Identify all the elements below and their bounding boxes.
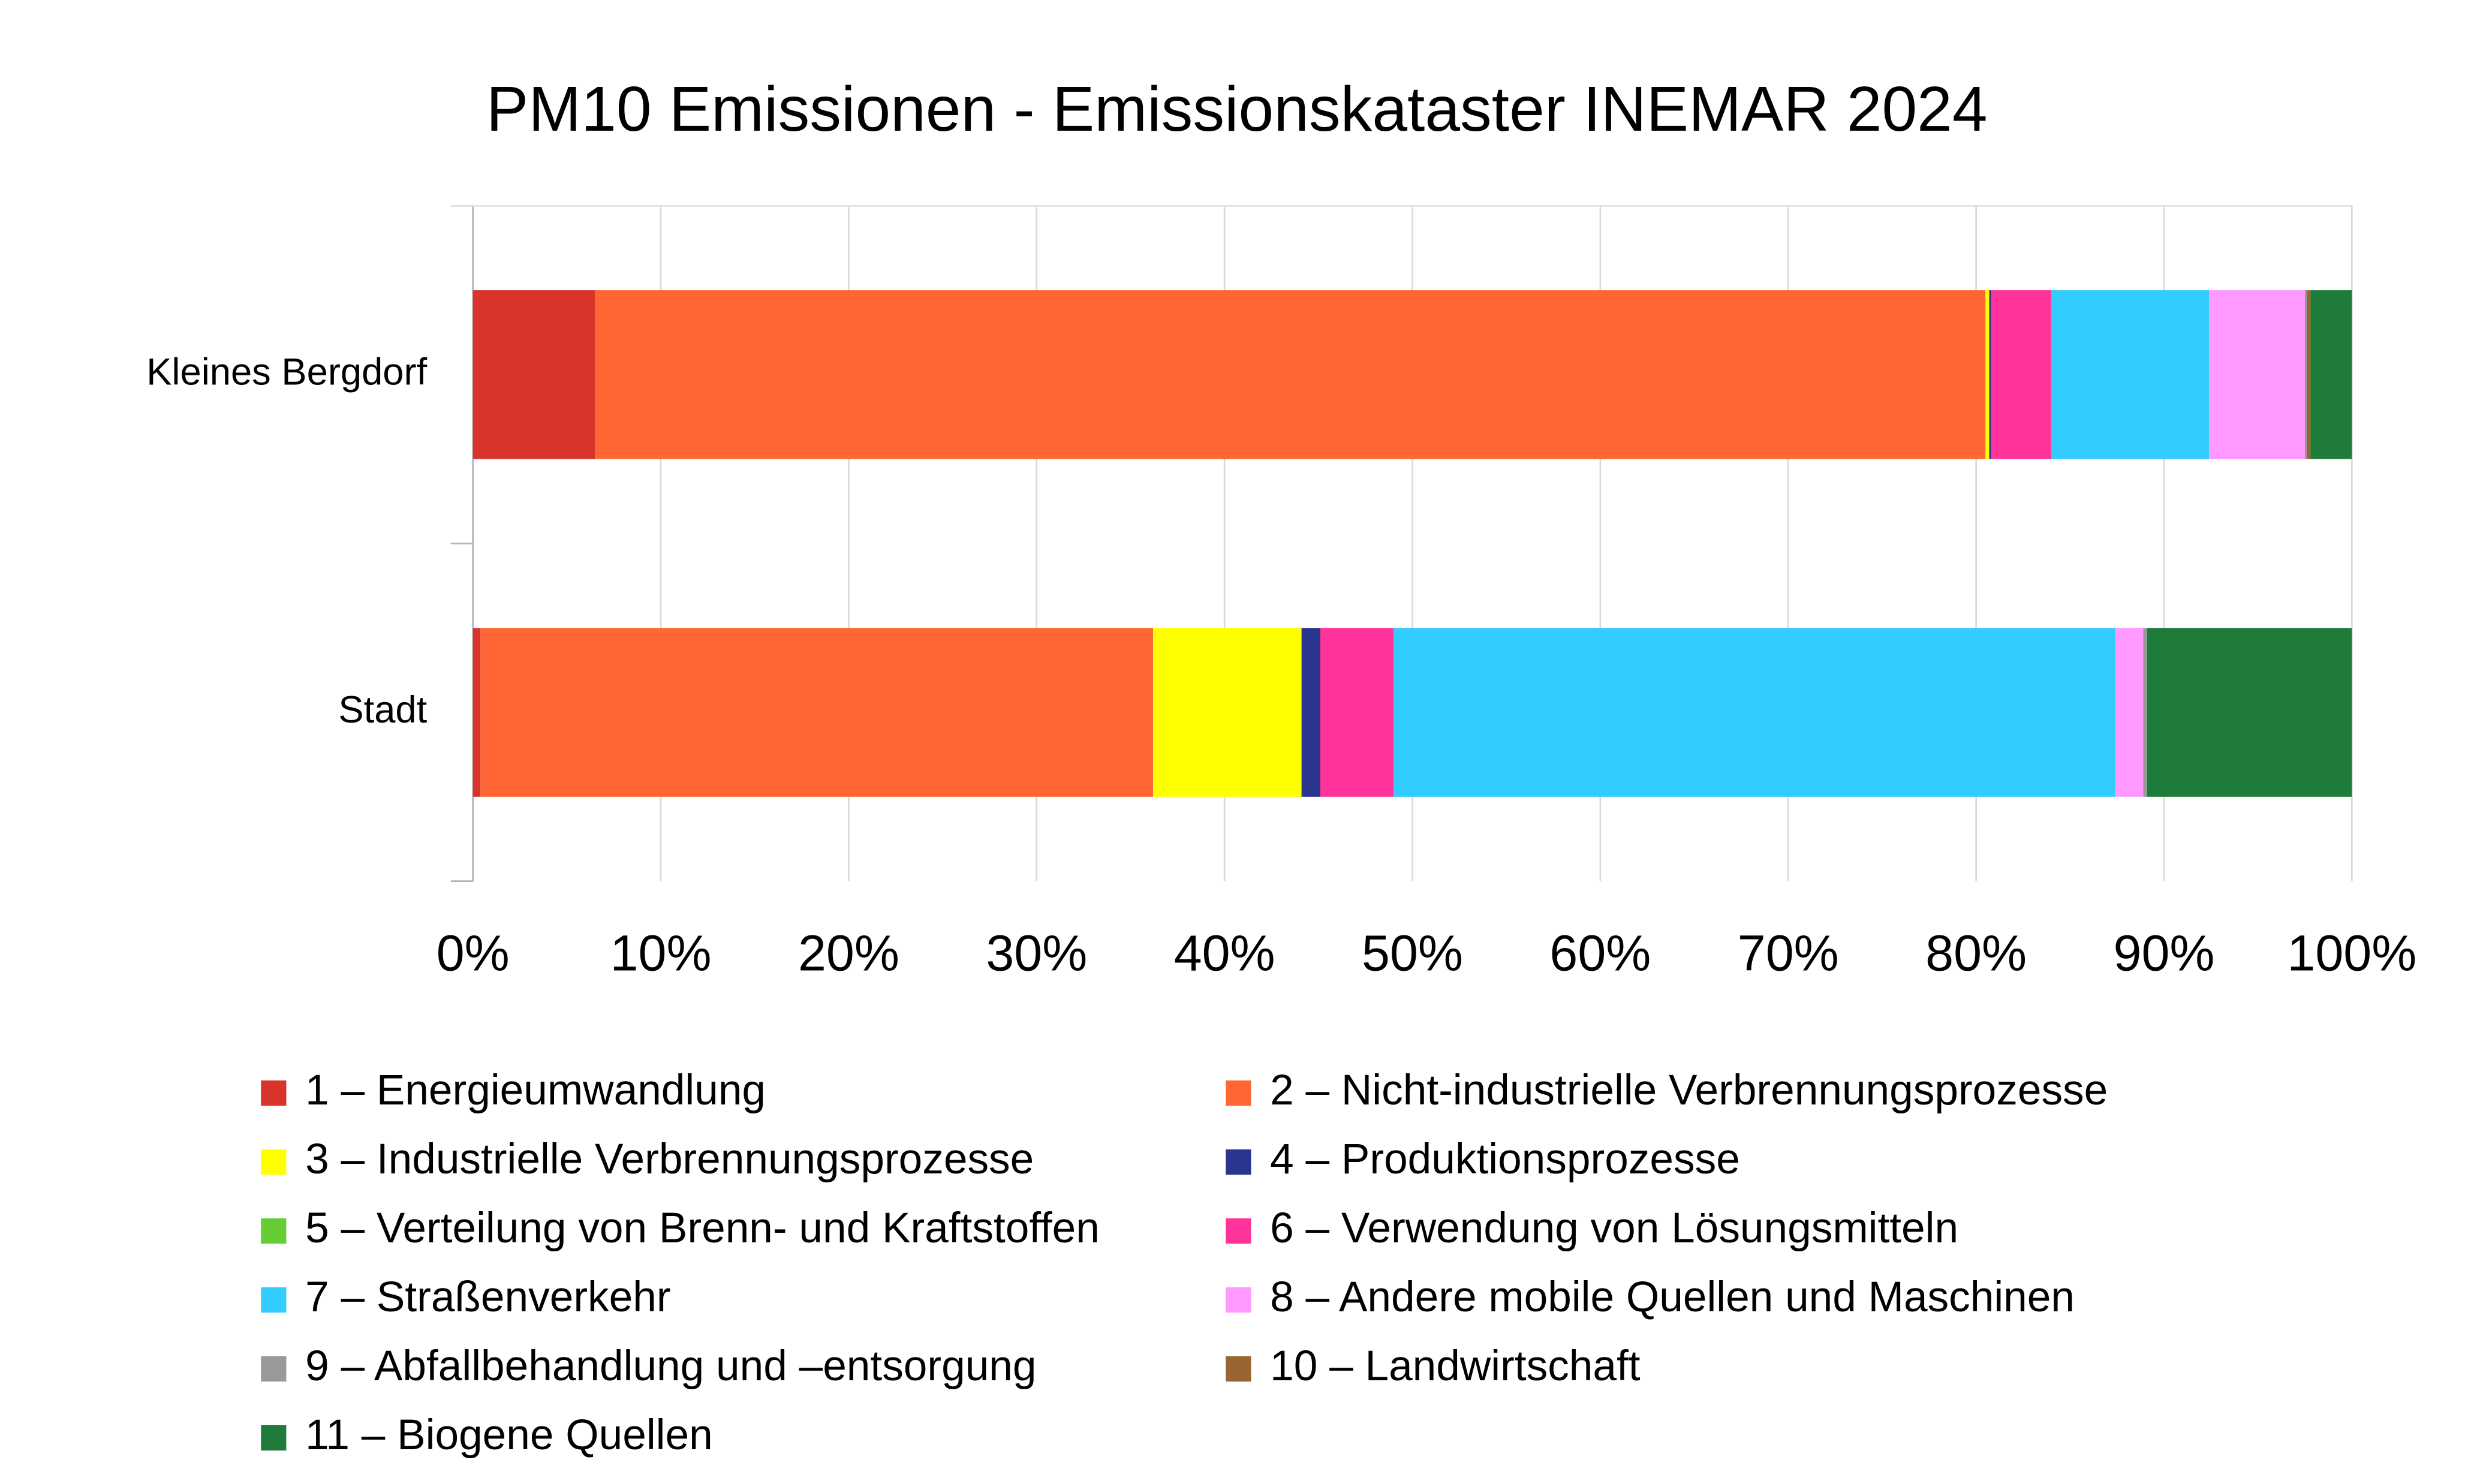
x-tick-label: 100% bbox=[2287, 925, 2416, 982]
bar-segment bbox=[2147, 628, 2352, 797]
legend-swatch bbox=[1226, 1149, 1251, 1175]
legend-swatch bbox=[261, 1425, 287, 1451]
bar-segment bbox=[472, 290, 595, 459]
legend-swatch bbox=[1226, 1218, 1251, 1244]
x-tick-label: 20% bbox=[798, 925, 899, 982]
legend-swatch bbox=[261, 1080, 287, 1106]
bar-segment bbox=[2305, 290, 2307, 459]
y-tick-label: Stadt bbox=[338, 689, 427, 731]
bar-segment bbox=[1301, 628, 1320, 797]
legend-label: 5 – Verteilung von Brenn- und Kraftstoff… bbox=[305, 1205, 1100, 1252]
bar-segment bbox=[1991, 290, 2051, 459]
bar-segment bbox=[2115, 628, 2144, 797]
legend-label: 1 – Energieumwandlung bbox=[305, 1067, 766, 1114]
legend-swatch bbox=[1226, 1287, 1251, 1313]
legend-swatch bbox=[261, 1218, 287, 1244]
x-tick-label: 90% bbox=[2114, 925, 2215, 982]
legend-swatch bbox=[261, 1149, 287, 1175]
legend-swatch bbox=[1226, 1356, 1251, 1382]
legend-label: 2 – Nicht-industrielle Verbrennungsproze… bbox=[1270, 1067, 2108, 1114]
x-tick-label: 30% bbox=[986, 925, 1087, 982]
bar-segment bbox=[2143, 628, 2147, 797]
legend-label: 8 – Andere mobile Quellen und Maschinen bbox=[1270, 1274, 2075, 1321]
legend-swatch bbox=[1226, 1080, 1251, 1106]
bar-segment bbox=[1153, 628, 1302, 797]
legend-label: 6 – Verwendung von Lösungsmitteln bbox=[1270, 1205, 1958, 1252]
x-tick-label: 80% bbox=[1925, 925, 2027, 982]
legend-label: 3 – Industrielle Verbrennungsprozesse bbox=[305, 1136, 1034, 1183]
legend-label: 10 – Landwirtschaft bbox=[1270, 1342, 1641, 1390]
x-tick-label: 70% bbox=[1738, 925, 1839, 982]
chart-title: PM10 Emissionen - Emissionskataster INEM… bbox=[486, 74, 1988, 145]
legend-swatch bbox=[261, 1287, 287, 1313]
bar-segment bbox=[1394, 628, 2115, 797]
bar-segment bbox=[1320, 628, 1394, 797]
bar-segment bbox=[480, 628, 1154, 797]
legend-swatch bbox=[261, 1356, 287, 1382]
legend-label: 4 – Produktionsprozesse bbox=[1270, 1136, 1740, 1183]
legend-label: 7 – Straßenverkehr bbox=[305, 1274, 670, 1321]
legend-label: 9 – Abfallbehandlung und –entsorgung bbox=[305, 1342, 1036, 1390]
x-tick-label: 50% bbox=[1362, 925, 1463, 982]
bar-segment bbox=[2209, 290, 2306, 459]
bar-segment bbox=[472, 628, 481, 797]
x-tick-label: 40% bbox=[1174, 925, 1275, 982]
bar-segment bbox=[595, 290, 1986, 459]
bar-segment bbox=[2310, 290, 2352, 459]
bar-segment bbox=[1985, 290, 1990, 459]
x-tick-label: 60% bbox=[1549, 925, 1651, 982]
bar-segment bbox=[2051, 290, 2210, 459]
x-tick-label: 0% bbox=[437, 925, 510, 982]
x-tick-label: 10% bbox=[610, 925, 712, 982]
legend-label: 11 – Biogene Quellen bbox=[305, 1411, 713, 1459]
y-tick-label: Kleines Bergdorf bbox=[146, 351, 427, 393]
bar-segment bbox=[2307, 290, 2311, 459]
bar-segment bbox=[1989, 290, 1991, 459]
